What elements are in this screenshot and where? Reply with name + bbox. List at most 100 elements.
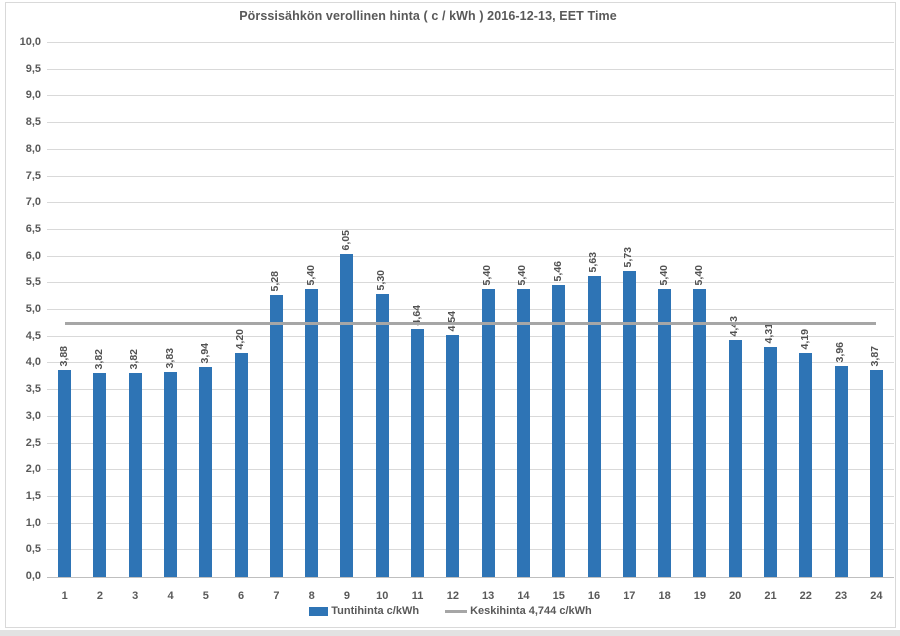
y-tick-label: 4,5 [25, 330, 41, 342]
bar [446, 335, 460, 577]
bar-value-label: 5,28 [269, 270, 282, 291]
bar [481, 289, 495, 577]
gridline [47, 416, 894, 417]
legend: Tuntihinta c/kWh Keskihinta 4,744 c/kWh [6, 603, 895, 619]
bar [552, 285, 566, 577]
x-tick-label: 20 [729, 590, 742, 602]
bar [834, 366, 848, 577]
bar [58, 370, 72, 577]
bar-value-label: 5,40 [481, 264, 494, 285]
x-tick-label: 14 [517, 590, 530, 602]
legend-item-average: Keskihinta 4,744 c/kWh [445, 605, 592, 617]
legend-item-series: Tuntihinta c/kWh [309, 605, 419, 617]
gridline [47, 202, 894, 203]
y-tick-label: 5,5 [25, 276, 41, 288]
bar [799, 353, 813, 577]
y-tick-label: 4,0 [25, 356, 41, 368]
gridline [47, 469, 894, 470]
y-tick-label: 5,0 [25, 303, 41, 315]
legend-series-label: Tuntihinta c/kWh [331, 605, 420, 617]
average-line-swatch-icon [445, 609, 468, 613]
gridline [47, 549, 894, 550]
x-tick-label: 9 [343, 590, 351, 602]
y-tick-label: 8,0 [25, 143, 41, 155]
x-tick-label: 2 [96, 590, 103, 602]
bar [93, 373, 107, 577]
bar [199, 367, 213, 577]
gridline [47, 256, 894, 257]
y-tick-label: 7,5 [25, 170, 41, 182]
y-tick-label: 6,5 [25, 223, 41, 235]
x-tick-label: 17 [623, 590, 636, 602]
bar-value-label: 4,43 [728, 315, 741, 336]
x-tick-label: 16 [587, 590, 601, 602]
x-tick-label: 21 [764, 590, 777, 602]
gridline [47, 577, 894, 578]
x-tick-label: 8 [308, 590, 315, 602]
bar-value-label: 5,63 [587, 251, 600, 272]
bar [305, 289, 319, 577]
bar-value-label: 5,40 [657, 264, 670, 285]
gridline [47, 122, 894, 123]
bar [869, 370, 883, 577]
bar-value-label: 5,40 [692, 264, 705, 285]
x-tick-label: 23 [834, 590, 848, 602]
x-tick-label: 5 [202, 590, 209, 602]
bar [269, 295, 283, 577]
gridline [47, 523, 894, 524]
y-tick-label: 10,0 [19, 36, 41, 48]
bar [128, 373, 142, 577]
x-tick-label: 24 [870, 590, 883, 602]
bar-value-label: 4,54 [445, 310, 458, 331]
x-tick-label: 11 [411, 590, 424, 602]
y-tick-label: 9,5 [25, 63, 41, 75]
bar-value-label: 3,88 [57, 345, 70, 366]
bar [622, 271, 636, 577]
bar-value-label: 5,73 [622, 246, 635, 267]
bar [693, 289, 707, 577]
gridline [47, 95, 894, 96]
bar-value-label: 6,05 [339, 229, 352, 250]
x-tick-label: 4 [167, 590, 174, 602]
page-background-strip [0, 630, 900, 636]
bar [516, 289, 530, 577]
bar [728, 340, 742, 577]
bar-value-label: 5,46 [551, 260, 564, 281]
gridline [47, 176, 894, 177]
y-tick-label: 1,5 [25, 490, 41, 502]
x-tick-label: 7 [273, 590, 280, 602]
x-tick-label: 12 [446, 590, 459, 602]
bar [658, 289, 672, 577]
x-tick-label: 6 [238, 590, 245, 602]
x-tick-label: 3 [132, 590, 139, 602]
average-line [64, 322, 877, 326]
gridline [47, 149, 894, 150]
gridline [47, 389, 894, 390]
legend-average-label: Keskihinta 4,744 c/kWh [470, 605, 592, 617]
y-tick-label: 3,0 [25, 410, 41, 422]
y-tick-label: 7,0 [25, 196, 41, 208]
y-tick-label: 0,5 [25, 543, 41, 555]
bar-value-label: 3,83 [163, 347, 176, 368]
bar [411, 329, 425, 577]
bar-value-label: 4,19 [798, 328, 811, 349]
series-swatch-icon [309, 606, 329, 616]
y-tick-label: 9,0 [25, 89, 41, 101]
plot-area: 3,88 3,82 3,82 3,83 3,94 4,20 5,28 5,40 6,05 5,30… [47, 42, 894, 578]
bar-value-label: 4,31 [763, 322, 776, 343]
chart-frame: Pörssisähkön verollinen hinta ( c / kWh … [5, 2, 896, 628]
bar-value-label: 5,40 [516, 264, 529, 285]
chart-title: Pörssisähkön verollinen hinta ( c / kWh … [239, 9, 617, 23]
y-tick-label: 0,0 [25, 570, 41, 582]
y-tick-label: 2,5 [25, 437, 41, 449]
gridline [47, 496, 894, 497]
bar-value-label: 3,82 [92, 348, 105, 369]
x-tick-label: 13 [482, 590, 495, 602]
bar [375, 294, 389, 577]
bar [164, 372, 178, 577]
bar [234, 353, 248, 577]
y-tick-label: 8,5 [25, 116, 41, 128]
bar-value-label: 5,30 [375, 269, 388, 290]
bar-value-label: 3,82 [128, 348, 141, 369]
